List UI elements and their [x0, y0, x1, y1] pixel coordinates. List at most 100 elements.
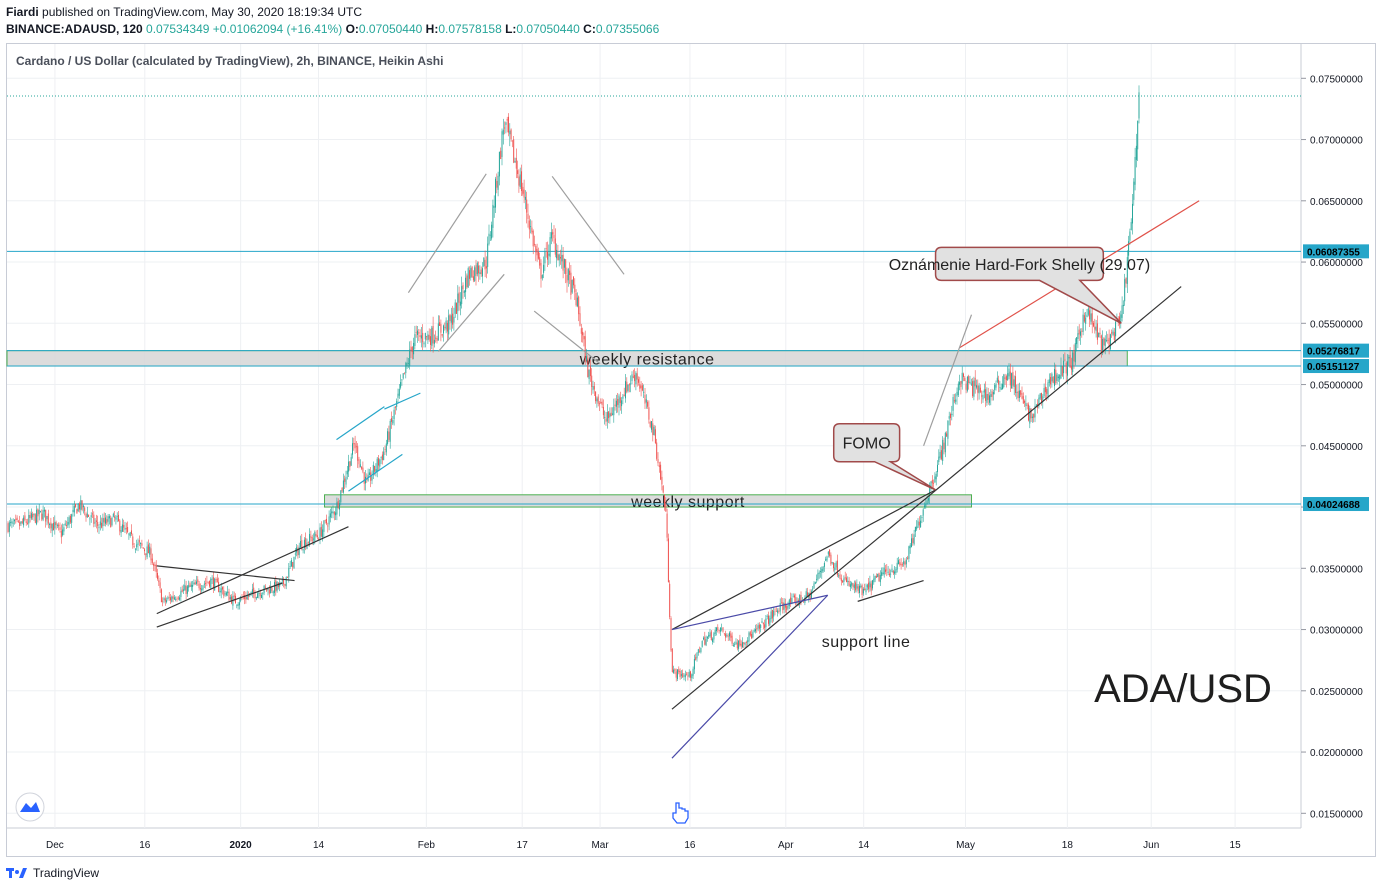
publisher-name[interactable]: Fiardi	[6, 5, 39, 19]
candle-body	[963, 373, 964, 377]
candle-body	[836, 560, 838, 576]
candle-body	[864, 588, 866, 590]
candle-body	[812, 588, 814, 590]
candle-body	[1073, 349, 1075, 362]
candle-body	[262, 593, 264, 595]
candle-body	[341, 487, 343, 492]
candle-body	[859, 585, 860, 594]
candle-body	[24, 515, 26, 521]
candle-body	[316, 535, 318, 538]
candle-body	[223, 590, 225, 596]
candle-body	[937, 464, 938, 473]
candle-body	[128, 533, 130, 535]
candle-body	[467, 268, 469, 288]
candle-body	[677, 669, 678, 680]
candle-body	[134, 548, 136, 550]
candle-body	[762, 622, 764, 625]
candle-body	[361, 466, 363, 469]
candle-body	[599, 403, 600, 405]
candle-body	[1000, 387, 1002, 390]
candle-body	[606, 412, 608, 422]
candle-body	[800, 594, 802, 601]
candle-body	[1005, 376, 1007, 381]
candle-body	[813, 583, 815, 589]
candle-body	[398, 388, 400, 396]
footer-brand[interactable]: TradingView	[6, 866, 99, 880]
candle-body	[778, 610, 780, 612]
candle-body	[758, 624, 760, 629]
candle-body	[509, 130, 511, 135]
candle-body	[632, 376, 634, 378]
candle-body	[209, 580, 210, 587]
candle-body	[1137, 120, 1139, 150]
candle-body	[1013, 379, 1015, 387]
candle-body	[847, 580, 849, 583]
candle-body	[869, 581, 871, 588]
candle-body	[1052, 377, 1054, 383]
candle-body	[30, 513, 32, 519]
candle-body	[318, 538, 320, 540]
candle-body	[205, 583, 207, 584]
candle-body	[228, 591, 230, 601]
candle-body	[170, 597, 171, 601]
candle-body	[76, 509, 78, 514]
candle-body	[1030, 408, 1032, 419]
trendline-black	[671, 489, 936, 631]
candle-body	[1048, 379, 1050, 384]
candle-body	[238, 602, 240, 606]
candle-body	[781, 602, 782, 604]
candle-body	[413, 342, 415, 355]
candle-body	[297, 548, 299, 556]
candle-body	[1004, 377, 1006, 379]
candle-body	[552, 232, 554, 235]
candle-body	[792, 596, 794, 598]
candle-body	[41, 513, 43, 520]
candle-body	[661, 476, 663, 485]
candle-body	[952, 397, 954, 411]
candle-body	[326, 518, 327, 524]
candle-body	[106, 519, 108, 524]
candle-body	[23, 517, 25, 526]
candle-body	[645, 399, 647, 403]
candle-body	[641, 385, 643, 391]
candle-body	[550, 232, 552, 239]
candle-body	[580, 328, 582, 334]
candle-body	[345, 476, 347, 485]
candle-body	[133, 546, 135, 547]
candle-body	[630, 383, 632, 385]
candle-body	[626, 381, 628, 393]
candle-body	[1095, 326, 1097, 331]
candle-body	[43, 509, 45, 512]
trendline-black	[156, 582, 283, 628]
candle-body	[699, 650, 701, 652]
candle-body	[742, 642, 743, 648]
candle-body	[290, 560, 292, 567]
candle-body	[933, 482, 935, 484]
candle-body	[528, 220, 530, 230]
candle-body	[613, 406, 615, 416]
candle-body	[821, 569, 823, 573]
candle-body	[838, 575, 840, 577]
candle-body	[755, 629, 756, 632]
candle-body	[1038, 397, 1040, 407]
candle-body	[719, 627, 721, 632]
candle-body	[121, 524, 123, 532]
tv-chart-icon	[15, 792, 45, 822]
zone-box	[6, 350, 1128, 367]
chart-title: Cardano / US Dollar (calculated by Tradi…	[16, 54, 443, 68]
candle-body	[446, 322, 448, 332]
candle-body	[314, 532, 316, 541]
candle-body	[939, 451, 941, 458]
candle-body	[948, 416, 950, 419]
candle-body	[359, 464, 361, 468]
candle-body	[994, 385, 996, 390]
candle-body	[141, 543, 143, 546]
candle-body	[303, 539, 305, 549]
x-tick-label: Dec	[46, 840, 64, 851]
candle-body	[625, 381, 626, 399]
candle-body	[731, 635, 733, 644]
publish-info: Fiardi published on TradingView.com, May…	[6, 5, 362, 19]
candle-body	[579, 313, 581, 326]
candle-body	[327, 525, 329, 527]
